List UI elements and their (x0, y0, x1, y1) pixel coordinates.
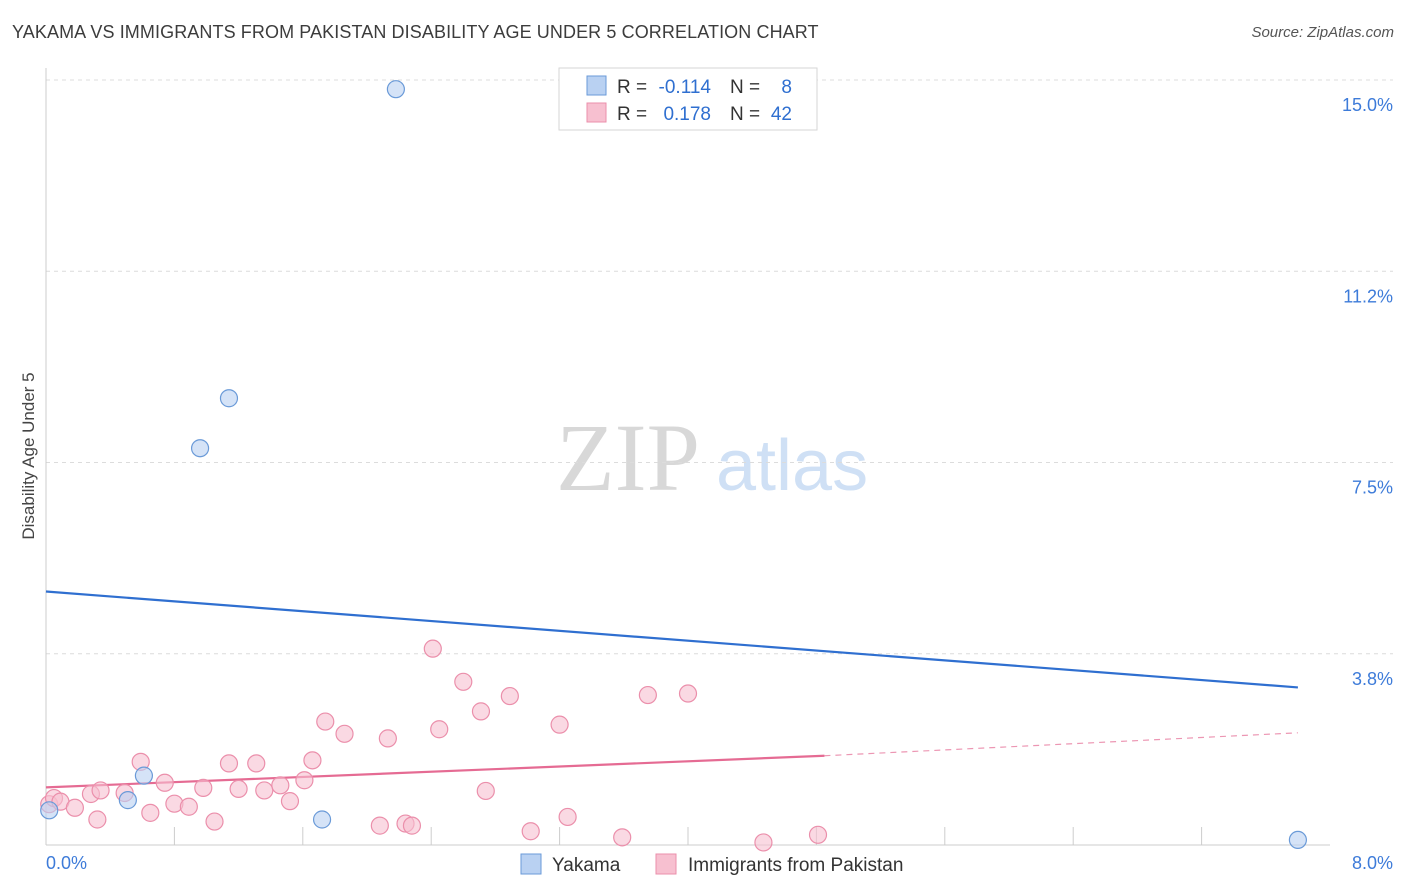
stats-n-label-yakama: N = (730, 77, 760, 98)
y-axis-label: Disability Age Under 5 (19, 372, 38, 539)
point-pakistan-38 (613, 828, 632, 847)
point-pakistan-17 (247, 754, 266, 773)
point-yakama-1 (118, 791, 137, 810)
stats-n-label-pakistan: N = (730, 104, 760, 125)
point-pakistan-34 (500, 686, 519, 706)
point-pakistan-19 (271, 776, 290, 795)
watermark-atlas: atlas (716, 426, 868, 506)
trend-line-0 (45, 590, 1298, 689)
point-pakistan-30 (430, 720, 449, 739)
point-pakistan-32 (471, 702, 491, 721)
point-pakistan-9 (141, 803, 160, 822)
point-pakistan-41 (754, 833, 773, 852)
point-pakistan-21 (295, 771, 314, 790)
stats-swatch-pakistan (586, 102, 607, 123)
point-pakistan-40 (678, 684, 698, 703)
point-pakistan-35 (521, 822, 540, 841)
point-yakama-0 (40, 801, 59, 820)
point-pakistan-25 (370, 816, 389, 835)
stats-r-label-yakama: R = (617, 77, 647, 98)
watermark-zip: ZIP (556, 404, 700, 511)
point-pakistan-28 (402, 816, 422, 835)
point-yakama-4 (219, 389, 239, 408)
point-pakistan-6 (91, 781, 110, 800)
y-tick-labels: 3.8% 7.5% 11.2% 15.0% (1342, 95, 1393, 689)
point-pakistan-24 (335, 724, 354, 743)
point-pakistan-14 (205, 812, 224, 831)
stats-swatch-yakama (586, 75, 607, 96)
stats-r-value-pakistan: 0.178 (663, 104, 711, 125)
point-yakama-3 (190, 439, 210, 458)
legend-swatch-yakama (520, 853, 542, 875)
point-pakistan-37 (558, 807, 577, 827)
legend-label-yakama: Yakama (552, 855, 621, 876)
point-pakistan-15 (219, 754, 239, 773)
point-pakistan-23 (316, 712, 335, 731)
point-pakistan-33 (476, 781, 495, 801)
point-pakistan-39 (638, 685, 657, 705)
point-pakistan-22 (303, 751, 322, 770)
chart-title: YAKAMA VS IMMIGRANTS FROM PAKISTAN DISAB… (12, 22, 819, 42)
axes (45, 68, 1330, 846)
trend-line-extension-1 (824, 732, 1298, 757)
y-tick-label-1: 7.5% (1352, 478, 1393, 498)
point-yakama-2 (134, 766, 154, 785)
point-pakistan-20 (280, 792, 300, 811)
source-credit: Source: ZipAtlas.com (1251, 24, 1394, 41)
point-yakama-6 (386, 80, 405, 99)
trend-line-1 (45, 754, 825, 789)
point-pakistan-5 (88, 810, 107, 829)
point-pakistan-10 (155, 773, 174, 792)
legend-label-pakistan: Immigrants from Pakistan (688, 855, 903, 876)
point-pakistan-12 (179, 797, 198, 816)
y-tick-label-2: 11.2% (1343, 286, 1393, 306)
series-legend: Yakama Immigrants from Pakistan (520, 853, 903, 876)
data-points (40, 80, 1308, 852)
stats-n-value-yakama: 8 (781, 77, 792, 98)
point-pakistan-26 (378, 729, 397, 748)
point-yakama-7 (1288, 830, 1308, 850)
x-tick-label-0: 0.0% (46, 853, 87, 873)
point-pakistan-42 (808, 825, 828, 844)
point-pakistan-36 (550, 715, 569, 734)
y-tick-label-3: 15.0% (1342, 95, 1393, 115)
stats-n-value-pakistan: 42 (771, 104, 792, 125)
point-yakama-5 (312, 810, 332, 829)
x-tick-label-1: 8.0% (1352, 853, 1393, 873)
stats-r-label-pakistan: R = (617, 104, 647, 125)
point-pakistan-31 (454, 672, 473, 691)
y-tick-label-0: 3.8% (1352, 669, 1393, 689)
point-pakistan-3 (65, 798, 84, 817)
stats-r-value-yakama: -0.114 (659, 77, 712, 98)
x-tick-labels: 0.0% 8.0% (46, 853, 1393, 873)
trend-lines (45, 590, 1298, 789)
point-pakistan-29 (423, 639, 442, 658)
point-pakistan-13 (194, 778, 213, 797)
gridlines (46, 79, 1393, 655)
point-pakistan-18 (255, 781, 274, 800)
legend-swatch-pakistan (655, 853, 677, 875)
stats-legend: R = -0.114 N = 8 R = 0.178 N = 42 (558, 67, 818, 131)
point-pakistan-16 (229, 779, 248, 799)
